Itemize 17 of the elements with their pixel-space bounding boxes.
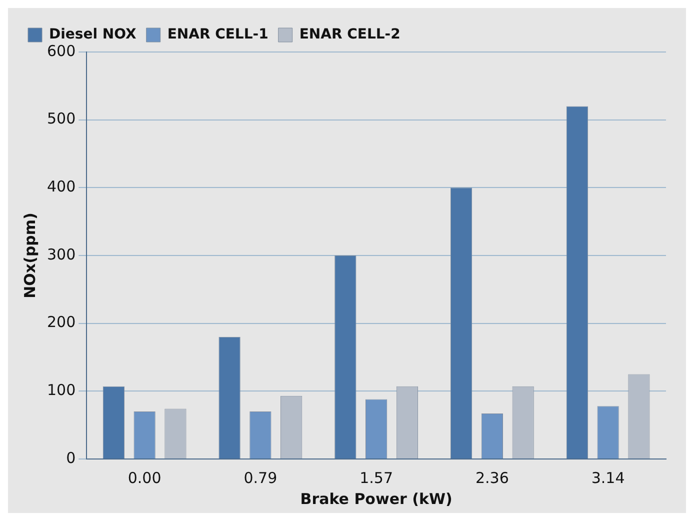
y-tick-label: 500 — [46, 110, 76, 128]
x-axis-title: Brake Power (kW) — [300, 490, 452, 508]
x-tick-label: 1.57 — [360, 468, 394, 487]
x-tick-label: 0.00 — [128, 468, 162, 487]
y-axis-title: NOx(ppm) — [20, 212, 39, 298]
legend-label: ENAR CELL-1 — [167, 26, 268, 43]
y-tick-label: 100 — [46, 381, 76, 400]
x-tick-label: 3.14 — [591, 468, 625, 487]
y-tick-label: 300 — [46, 245, 76, 264]
y-tick-label: 600 — [46, 42, 76, 60]
y-tick-label: 0 — [66, 448, 76, 467]
y-tick-label: 200 — [46, 313, 76, 332]
x-tick-label: 2.36 — [475, 468, 509, 487]
y-tick-label: 400 — [46, 178, 76, 196]
legend-label: ENAR CELL-2 — [299, 26, 400, 43]
x-tick-label: 0.79 — [244, 468, 278, 487]
legend-label: Diesel NOX — [49, 26, 137, 43]
